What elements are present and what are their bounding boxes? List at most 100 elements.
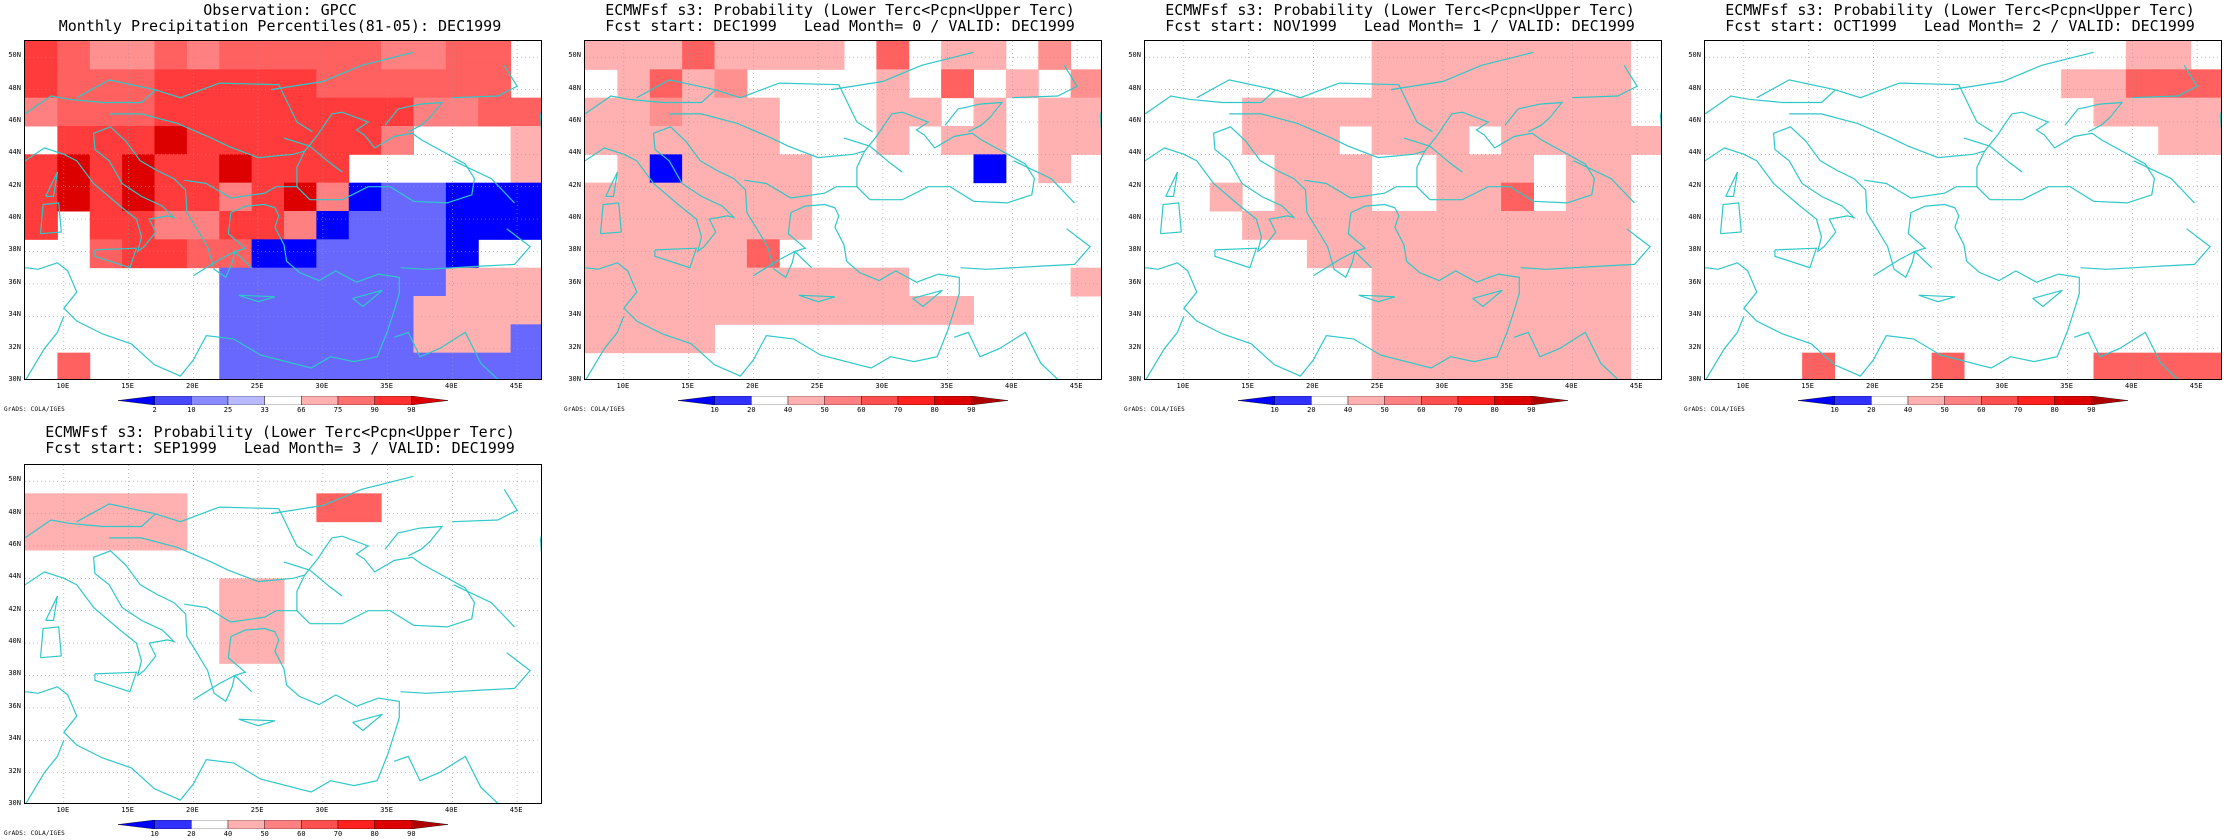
colorbar-swatch xyxy=(1384,396,1422,405)
colorbar-swatch xyxy=(1494,396,1532,405)
grid-cell xyxy=(714,41,748,70)
lon-tick-label: 25E xyxy=(810,382,824,390)
coastline xyxy=(270,51,414,91)
coastline xyxy=(1145,126,1520,377)
coastline xyxy=(283,137,343,173)
coastline xyxy=(1963,137,2023,173)
grid-cell xyxy=(973,41,1007,70)
grid-cell xyxy=(510,267,541,297)
lon-tick-label: 20E xyxy=(1306,382,1319,390)
grid-cell xyxy=(1306,182,1340,212)
grid-cell xyxy=(445,296,479,325)
lat-tick-label: 48N xyxy=(8,507,21,516)
coastline xyxy=(912,289,943,308)
grid-cell xyxy=(1005,69,1039,99)
panel-fcst-nov1999: ECMWFsf s3: Probability (Lower Terc<Pcpn… xyxy=(1120,0,1680,420)
coastline xyxy=(1705,315,1745,379)
coastline xyxy=(109,537,305,583)
colorbar-swatch xyxy=(1944,396,1982,405)
coastline xyxy=(109,113,305,159)
colorbar-swatch xyxy=(337,820,375,829)
map-svg xyxy=(1705,41,2221,379)
colorbar-swatch xyxy=(374,396,412,405)
grid-cell xyxy=(186,239,220,269)
grads-credit: GrADS: COLA/IGES xyxy=(4,830,65,837)
grid-cell xyxy=(154,493,188,523)
colorbar-swatch xyxy=(897,396,935,405)
grid-cell xyxy=(1306,211,1340,240)
grid-cell xyxy=(1038,41,1072,70)
grid-cell xyxy=(617,239,651,269)
coastline xyxy=(636,79,873,133)
grid-cell xyxy=(714,182,748,212)
panel-title-line2: Fcst start: DEC1999 Lead Month= 0 / VALI… xyxy=(605,17,1075,35)
lon-tick-label: 45E xyxy=(2189,382,2203,390)
colorbar-level-label: 90 xyxy=(967,406,976,414)
colorbar-swatch xyxy=(714,396,752,405)
grid-cell xyxy=(478,211,512,240)
lat-tick-label: 36N xyxy=(8,701,21,710)
coastline xyxy=(1504,101,1564,133)
lon-tick-label: 35E xyxy=(940,382,953,390)
grid-cell xyxy=(1070,126,1101,155)
coastline xyxy=(76,79,313,133)
grid-cell xyxy=(2125,352,2159,379)
grid-cell xyxy=(1501,211,1534,240)
grid-cell xyxy=(1565,126,1599,155)
grid-cell xyxy=(617,41,651,70)
grid-cell xyxy=(941,69,974,99)
grid-cell xyxy=(186,211,220,240)
coastline xyxy=(843,137,903,173)
coastline xyxy=(2064,101,2124,133)
grid-cell xyxy=(478,267,512,297)
lon-tick-label: 25E xyxy=(250,382,264,390)
lat-tick-label: 40N xyxy=(8,637,21,646)
colorbar-swatch xyxy=(1871,396,1909,405)
grid-cell xyxy=(316,239,350,269)
grid-cell xyxy=(811,267,845,297)
coastline xyxy=(25,126,400,377)
grid-cell xyxy=(219,324,253,354)
grid-cell xyxy=(316,41,350,70)
colorbar-swatch xyxy=(301,820,339,829)
grid-cell xyxy=(682,126,715,155)
coastline xyxy=(25,550,400,801)
panel-obs-gpcc: Observation: GPCC Monthly Precipitation … xyxy=(0,0,560,420)
coastline xyxy=(585,89,717,115)
grid-cell xyxy=(585,182,618,212)
grid-cell xyxy=(154,211,188,240)
coastline xyxy=(45,595,58,621)
coastline xyxy=(1145,89,1277,115)
lat-tick-label: 48N xyxy=(8,83,21,92)
coastline xyxy=(352,289,383,308)
grid-cell xyxy=(57,69,91,99)
grid-cell xyxy=(617,182,651,212)
grid-cell xyxy=(1371,296,1405,325)
colorbar-swatch xyxy=(118,396,155,405)
coastline xyxy=(798,294,836,303)
grid-cell xyxy=(649,69,683,99)
grid-cell xyxy=(1468,41,1502,70)
grid-cell xyxy=(251,97,285,127)
grid-cell xyxy=(348,69,382,99)
coastline xyxy=(453,160,515,204)
grid-cell xyxy=(1598,324,1632,354)
grid-cell xyxy=(57,126,91,155)
grid-cell xyxy=(1070,267,1101,297)
coastline xyxy=(585,315,625,379)
coastline xyxy=(384,101,444,133)
coastline xyxy=(94,247,138,269)
coastline xyxy=(944,101,1004,133)
coastline xyxy=(1229,113,1425,159)
lat-tick-label: 48N xyxy=(1688,83,1701,92)
grads-credit: GrADS: COLA/IGES xyxy=(1124,406,1185,413)
colorbar-swatch xyxy=(411,396,448,405)
grid-cell xyxy=(1598,182,1632,212)
grid-cell xyxy=(219,126,253,155)
grid-cell xyxy=(1533,41,1567,70)
lon-tick-label: 45E xyxy=(509,382,523,390)
coastline xyxy=(2080,228,2211,270)
map-area xyxy=(1704,40,2222,380)
grid-cell xyxy=(1404,41,1437,70)
grid-cell xyxy=(2125,41,2159,70)
